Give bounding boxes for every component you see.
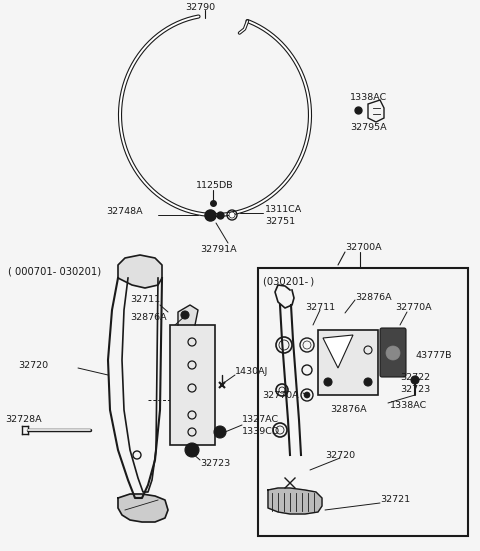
Polygon shape (323, 335, 353, 368)
Text: 32700A: 32700A (345, 242, 382, 251)
Text: 32720: 32720 (18, 360, 48, 370)
Bar (318, 330, 378, 395)
Text: 32876A: 32876A (355, 293, 392, 301)
Polygon shape (178, 305, 198, 325)
Circle shape (229, 212, 235, 218)
Text: (030201- ): (030201- ) (263, 276, 314, 286)
Circle shape (185, 443, 199, 457)
Text: 32723: 32723 (200, 458, 230, 467)
Circle shape (214, 426, 226, 438)
Circle shape (324, 378, 332, 386)
Text: 32711: 32711 (130, 295, 160, 305)
Text: 1311CA: 1311CA (265, 206, 302, 214)
Circle shape (386, 346, 400, 360)
Text: 32711: 32711 (305, 302, 335, 311)
Text: 1327AC: 1327AC (242, 415, 279, 424)
Circle shape (304, 392, 310, 398)
Circle shape (181, 311, 189, 319)
Text: 32721: 32721 (380, 495, 410, 505)
Bar (258, 268, 468, 536)
Text: 32790: 32790 (185, 3, 215, 13)
FancyBboxPatch shape (380, 328, 406, 377)
Text: 32770A: 32770A (395, 302, 432, 311)
Text: 32728A: 32728A (5, 415, 42, 424)
Text: 32876A: 32876A (130, 314, 167, 322)
Text: 1339CD: 1339CD (242, 428, 280, 436)
Text: 32876A: 32876A (330, 406, 367, 414)
Text: 32751: 32751 (265, 218, 295, 226)
Text: 32722: 32722 (400, 374, 430, 382)
Text: 32770A: 32770A (262, 391, 299, 399)
Text: 32723: 32723 (400, 386, 430, 395)
Text: 32748A: 32748A (106, 208, 143, 217)
Text: 43777B: 43777B (415, 350, 452, 359)
Text: 1430AJ: 1430AJ (235, 368, 268, 376)
Text: 32795A: 32795A (350, 123, 386, 132)
Polygon shape (118, 494, 168, 522)
Text: ( 000701- 030201): ( 000701- 030201) (8, 267, 101, 277)
Text: 1338AC: 1338AC (350, 93, 387, 101)
Text: 1338AC: 1338AC (390, 401, 427, 409)
Bar (170, 325, 215, 445)
Text: 1125DB: 1125DB (196, 181, 234, 190)
Text: 32720: 32720 (325, 451, 355, 460)
Polygon shape (118, 255, 162, 288)
Circle shape (364, 378, 372, 386)
Text: 32791A: 32791A (200, 245, 237, 253)
Circle shape (411, 376, 419, 384)
Polygon shape (268, 488, 322, 514)
